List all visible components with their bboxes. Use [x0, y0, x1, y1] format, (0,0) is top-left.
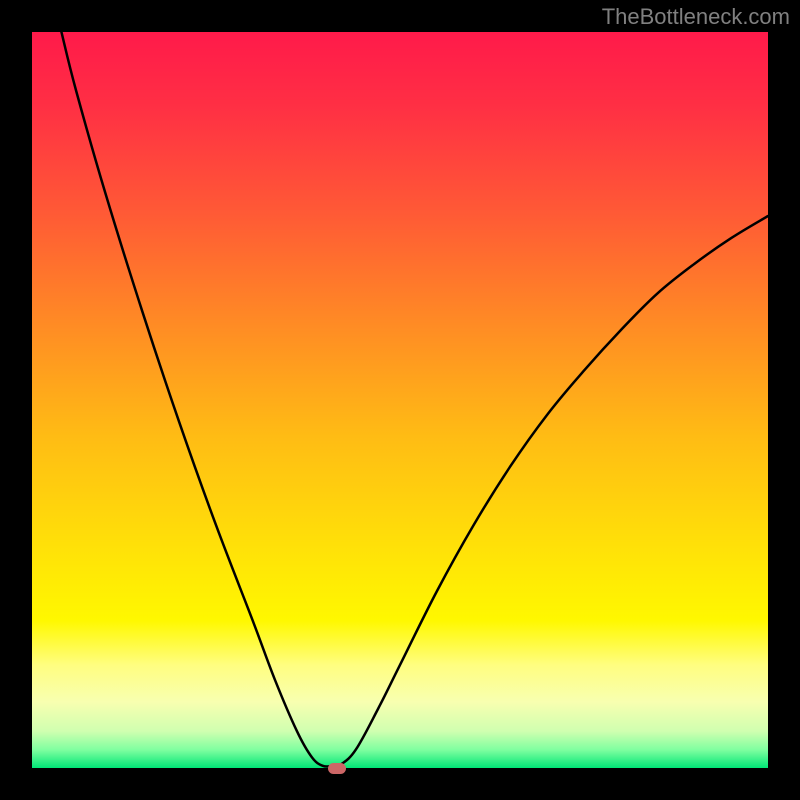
plot-area — [32, 32, 768, 768]
bottleneck-curve — [32, 32, 768, 768]
watermark-text: TheBottleneck.com — [602, 4, 790, 30]
optimum-marker — [328, 763, 346, 774]
chart-container: TheBottleneck.com — [0, 0, 800, 800]
